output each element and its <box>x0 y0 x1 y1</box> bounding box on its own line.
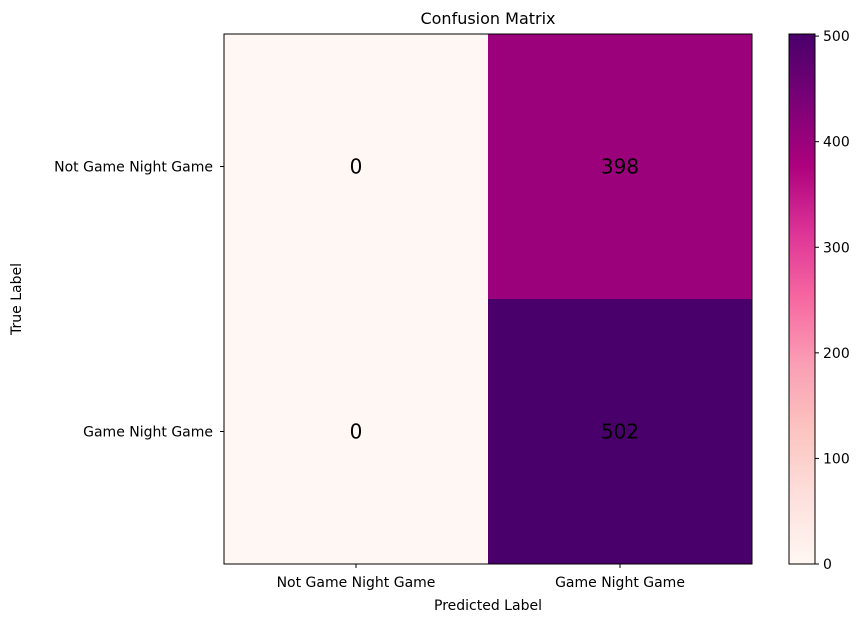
cell-value-label-0-0: 0 <box>350 155 363 179</box>
chart-title: Confusion Matrix <box>420 9 555 28</box>
x-axis-ticks: Not Game Night Game Game Night Game <box>277 564 685 591</box>
x-tick-label: Game Night Game <box>555 575 685 591</box>
heatmap-cells <box>224 34 752 564</box>
y-tick-label: Game Night Game <box>83 425 213 441</box>
cell-value-label-0-1: 398 <box>601 155 639 179</box>
colorbar-tick-label: 300 <box>823 240 850 256</box>
colorbar-tick-label: 100 <box>823 451 850 467</box>
colorbar-tick-label: 500 <box>823 29 850 45</box>
colorbar-tick-label: 0 <box>823 557 832 573</box>
y-axis-ticks: Not Game Night Game Game Night Game <box>54 160 224 441</box>
heatmap-cell-labels: 0 398 0 502 <box>350 155 639 444</box>
x-tick-label: Not Game Night Game <box>277 575 436 591</box>
cell-value-label-1-0: 0 <box>350 420 363 444</box>
colorbar <box>788 33 816 565</box>
heatmap-cell-1-1 <box>488 299 752 564</box>
heatmap-cell-0-1 <box>488 34 752 299</box>
x-axis-label: Predicted Label <box>434 598 542 614</box>
y-tick-label: Not Game Night Game <box>54 160 213 176</box>
heatmap-cell-0-0 <box>224 34 488 299</box>
plot-frame <box>223 33 753 565</box>
colorbar-ticks: 0 100 200 300 400 500 <box>815 29 850 573</box>
y-axis-label: True Label <box>9 263 25 336</box>
heatmap-cell-1-0 <box>224 299 488 564</box>
colorbar-tick-label: 200 <box>823 346 850 362</box>
colorbar-tick-label: 400 <box>823 135 850 151</box>
cell-value-label-1-1: 502 <box>601 420 639 444</box>
